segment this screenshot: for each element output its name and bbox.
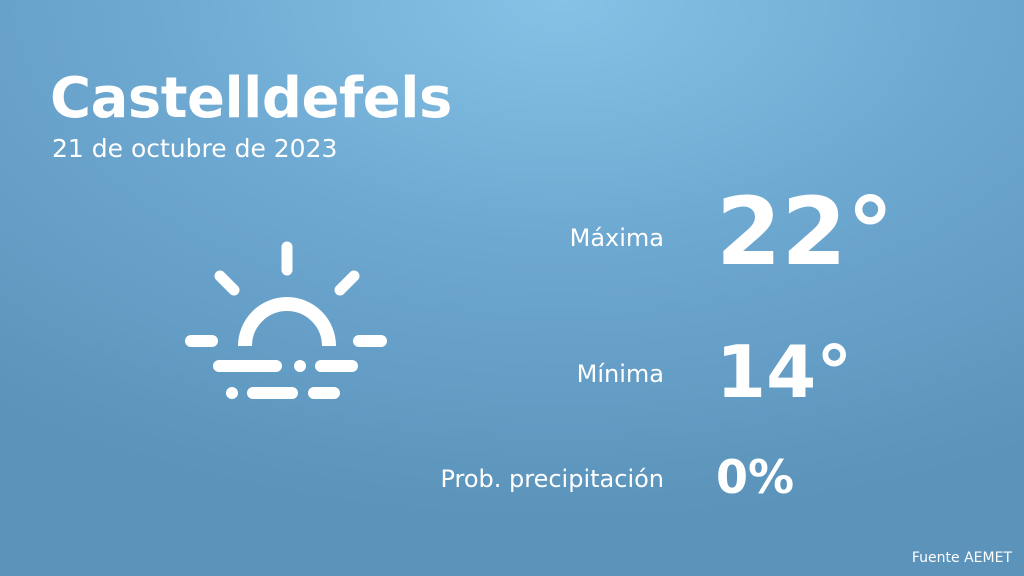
min-temp-label: Mínima [576,360,664,388]
source-credit: Fuente AEMET [911,550,1012,566]
forecast-date: 21 de octubre de 2023 [52,134,338,163]
max-temp-value: 22° [716,178,894,287]
max-temp-label: Máxima [569,224,664,252]
min-temp-value: 14° [716,330,853,414]
precip-value: 0% [716,450,795,504]
city-name: Castelldefels [50,66,452,131]
precip-label: Prob. precipitación [440,465,664,493]
